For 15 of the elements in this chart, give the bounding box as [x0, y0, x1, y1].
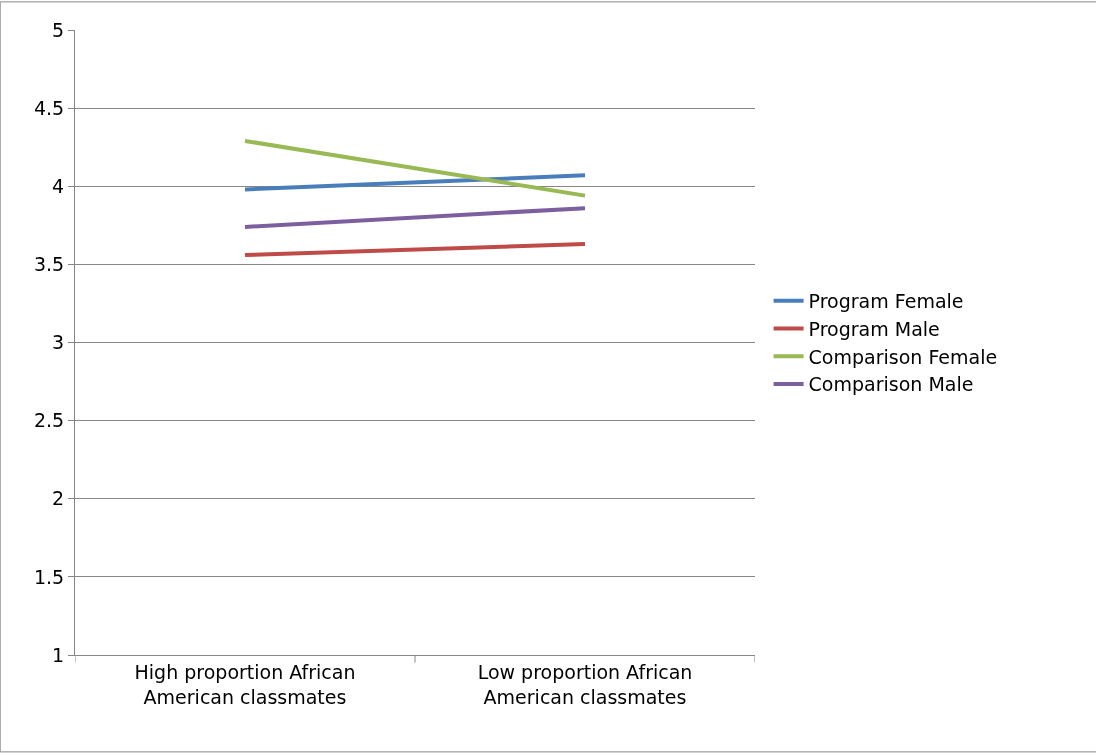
y-tick-label: 2.5 — [33, 409, 65, 432]
x-tick-label: High proportion African American classmates — [134, 660, 356, 708]
y-tick-label: 1.5 — [33, 565, 65, 588]
legend-label: Comparison Male — [808, 373, 974, 396]
y-tick-label: 2 — [52, 487, 65, 510]
y-tick-label: 4.5 — [33, 96, 65, 119]
legend-label: Comparison Female — [808, 345, 998, 368]
legend-label: Program Male — [808, 317, 940, 340]
y-tick-label: 5 — [52, 18, 65, 41]
x-tick-label: Low proportion African American classmates — [477, 660, 693, 708]
y-tick-label: 3.5 — [33, 253, 65, 276]
legend-label: Program Female — [808, 290, 964, 313]
y-tick-label: 4 — [52, 174, 65, 197]
y-tick-label: 1 — [52, 643, 65, 666]
y-tick-label: 3 — [52, 331, 65, 354]
